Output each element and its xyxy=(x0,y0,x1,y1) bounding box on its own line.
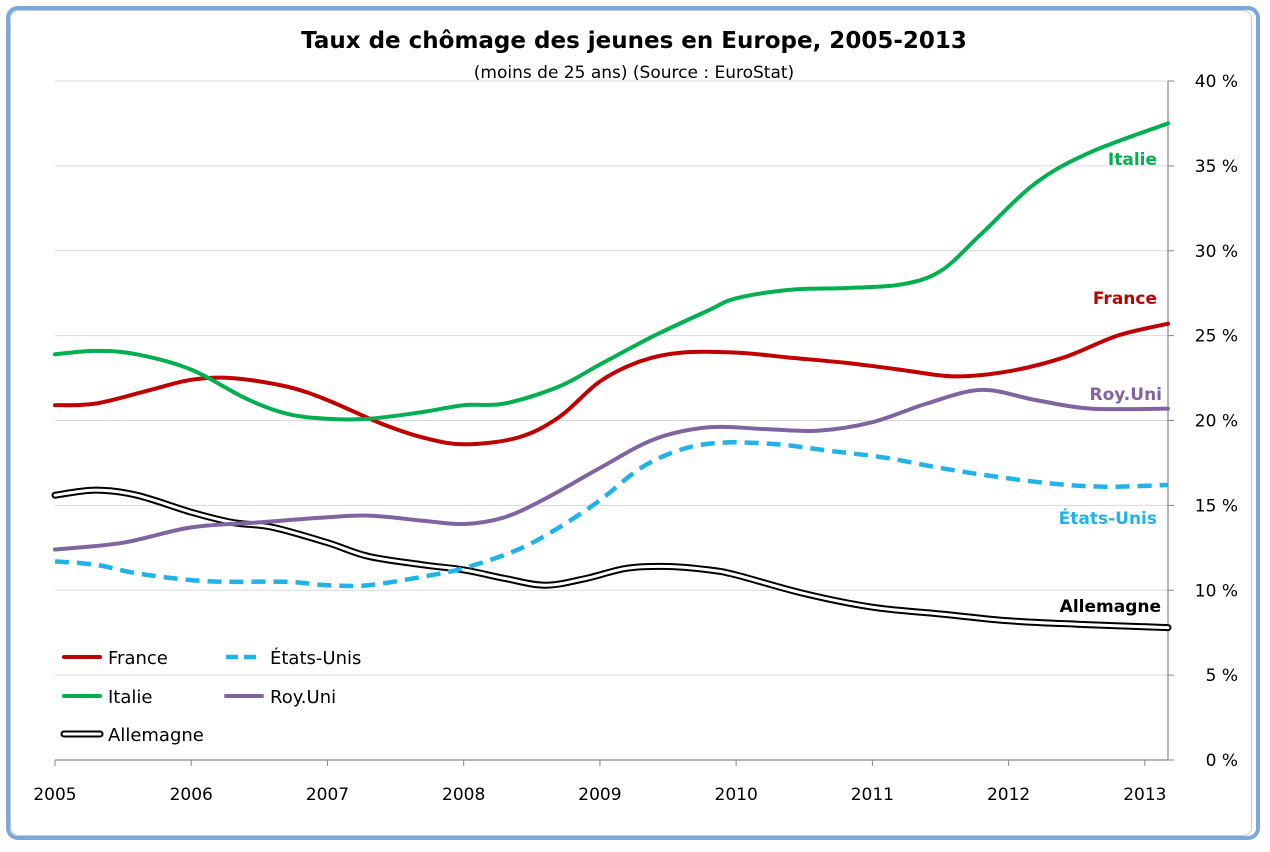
x-tick-label: 2012 xyxy=(987,785,1030,805)
y-tick-label: 5 % xyxy=(1206,666,1238,686)
y-tick-label: 30 % xyxy=(1195,242,1238,262)
label-italie: Italie xyxy=(1108,150,1157,170)
y-tick-label: 10 % xyxy=(1195,581,1238,601)
y-tick-label: 20 % xyxy=(1195,412,1238,432)
axes xyxy=(54,81,1169,766)
y-tick-label: 35 % xyxy=(1195,157,1238,177)
legend-label: Italie xyxy=(108,687,152,708)
label-etats-unis: États-Unis xyxy=(1059,507,1157,529)
series-line-royaumeuni xyxy=(53,387,1170,552)
legend-item-2: Italie xyxy=(62,687,152,708)
series-lines xyxy=(51,121,1172,632)
y-tick-label: 15 % xyxy=(1195,496,1238,516)
legend-item-4: Allemagne xyxy=(60,725,204,746)
label-roy-uni: Roy.Uni xyxy=(1090,385,1162,405)
legend-item-1: États-Unis xyxy=(226,647,361,669)
x-tick-label: 2009 xyxy=(578,785,621,805)
y-tick-label: 40 % xyxy=(1195,72,1238,92)
x-tick-label: 2011 xyxy=(851,785,894,805)
x-tick-label: 2010 xyxy=(715,785,758,805)
legend-item-0: France xyxy=(62,648,168,669)
x-tick-label: 2007 xyxy=(306,785,349,805)
legend-item-3: Roy.Uni xyxy=(224,687,336,708)
series-line-allemagne xyxy=(51,486,1172,632)
x-tick-label: 2013 xyxy=(1123,785,1166,805)
x-tick-label: 2006 xyxy=(170,785,213,805)
x-tick-label: 2005 xyxy=(33,785,76,805)
line-labels: Italie France Roy.Uni États-Unis Allemagne xyxy=(1059,150,1162,617)
label-allemagne: Allemagne xyxy=(1060,597,1161,617)
series-line-allemagne-inner xyxy=(53,488,1170,630)
y-tick-label: 25 % xyxy=(1195,327,1238,347)
series-line-italie xyxy=(53,121,1170,422)
label-france: France xyxy=(1093,289,1157,309)
chart-subtitle: (moins de 25 ans) (Source : EuroStat) xyxy=(474,63,794,83)
legend-label: France xyxy=(108,648,168,669)
series-line-tatsunis xyxy=(54,440,1169,589)
legend-label: Roy.Uni xyxy=(270,687,336,708)
gridlines xyxy=(55,80,1174,761)
legend: France États-Unis Italie Roy.Uni Allemagne xyxy=(60,647,361,746)
y-tick-label: 0 % xyxy=(1206,751,1238,771)
legend-label: États-Unis xyxy=(270,647,361,669)
chart-frame xyxy=(6,6,1260,840)
legend-label: Allemagne xyxy=(108,725,204,746)
tick-labels: 0 % 5 % 10 % 15 % 20 % 25 % 30 % 35 % 40 % 2005 20… xyxy=(33,72,1238,805)
chart-title: Taux de chômage des jeunes en Europe, 20… xyxy=(301,28,967,54)
x-tick-label: 2008 xyxy=(442,785,485,805)
series-line-france xyxy=(53,321,1170,447)
